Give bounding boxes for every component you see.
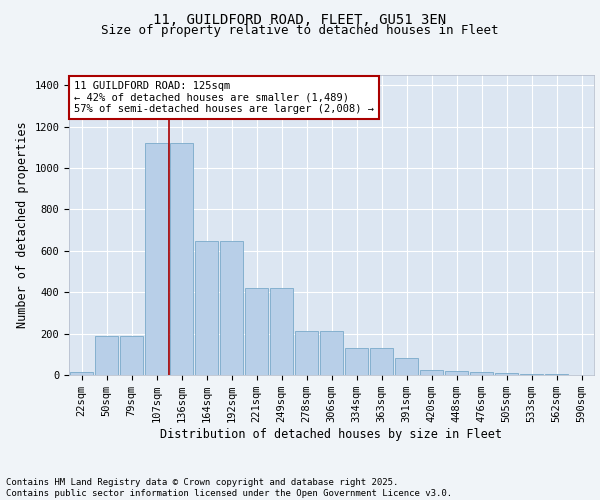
Bar bbox=[145, 144, 169, 375]
Bar bbox=[245, 288, 268, 375]
Bar bbox=[95, 336, 118, 375]
Bar bbox=[470, 372, 493, 375]
Text: Size of property relative to detached houses in Fleet: Size of property relative to detached ho… bbox=[101, 24, 499, 37]
Bar bbox=[445, 371, 469, 375]
Bar bbox=[545, 374, 568, 375]
Text: Contains HM Land Registry data © Crown copyright and database right 2025.
Contai: Contains HM Land Registry data © Crown c… bbox=[6, 478, 452, 498]
Y-axis label: Number of detached properties: Number of detached properties bbox=[16, 122, 29, 328]
Bar bbox=[395, 358, 418, 375]
Bar bbox=[119, 336, 143, 375]
Bar bbox=[370, 348, 394, 375]
Text: 11, GUILDFORD ROAD, FLEET, GU51 3EN: 11, GUILDFORD ROAD, FLEET, GU51 3EN bbox=[154, 12, 446, 26]
Bar bbox=[320, 330, 343, 375]
Text: 11 GUILDFORD ROAD: 125sqm
← 42% of detached houses are smaller (1,489)
57% of se: 11 GUILDFORD ROAD: 125sqm ← 42% of detac… bbox=[74, 81, 374, 114]
Bar bbox=[494, 374, 518, 375]
Bar bbox=[70, 372, 94, 375]
Bar bbox=[344, 348, 368, 375]
Bar bbox=[194, 240, 218, 375]
X-axis label: Distribution of detached houses by size in Fleet: Distribution of detached houses by size … bbox=[161, 428, 503, 441]
Bar bbox=[269, 288, 293, 375]
Bar bbox=[170, 144, 193, 375]
Bar bbox=[220, 240, 244, 375]
Bar bbox=[295, 330, 319, 375]
Bar bbox=[419, 370, 443, 375]
Bar bbox=[520, 374, 544, 375]
